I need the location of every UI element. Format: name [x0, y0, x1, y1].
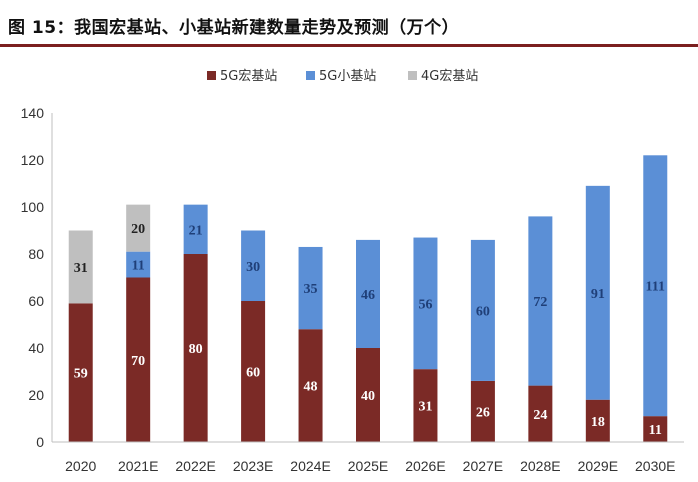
y-tick-label: 60: [28, 293, 44, 309]
data-labels: 59 31 70 11 20 80 21 60 30 48 35 40 46 31 56 26 60 24 72 18…: [74, 222, 665, 438]
bar-segment: [126, 251, 151, 278]
x-tick-label: 2027E: [463, 458, 503, 474]
data-label: 111: [646, 280, 665, 295]
x-tick-label: 2030E: [635, 458, 675, 474]
x-tick-label: 2028E: [520, 458, 560, 474]
x-tick-label: 2020: [65, 458, 96, 474]
bar-segment: [643, 155, 668, 417]
x-tick-label: 2029E: [578, 458, 618, 474]
bar-segment: [585, 185, 610, 400]
x-tick-label: 2023E: [233, 458, 273, 474]
legend-label: 5G小基站: [319, 69, 376, 84]
data-label: 72: [533, 295, 547, 310]
bar-segment: [126, 204, 151, 252]
data-label: 70: [131, 354, 145, 369]
data-label: 11: [132, 259, 145, 274]
data-label: 60: [476, 304, 490, 319]
figure-title: 图 15：我国宏基站、小基站新建数量走势及预测（万个）: [8, 18, 460, 38]
legend-swatch: [207, 71, 216, 80]
bar-segment: [528, 385, 553, 442]
data-label: 11: [649, 423, 662, 438]
y-tick-label: 0: [36, 434, 44, 450]
data-label: 59: [74, 367, 88, 382]
bar-segment: [241, 301, 266, 442]
data-label: 40: [361, 389, 375, 404]
data-label: 46: [361, 288, 375, 303]
data-label: 56: [418, 297, 432, 312]
data-label: 18: [591, 415, 605, 430]
y-tick-label: 80: [28, 246, 44, 262]
legend: 5G宏基站 5G小基站 4G宏基站: [207, 69, 478, 84]
data-label: 35: [304, 282, 318, 297]
legend-label: 5G宏基站: [220, 69, 277, 84]
data-label: 60: [246, 366, 260, 381]
bar-segment: [298, 329, 323, 442]
bar-segment: [413, 369, 438, 442]
bar-segment: [470, 239, 495, 381]
bar-segment: [183, 254, 208, 442]
bar-segment: [126, 277, 151, 442]
x-tick-label: 2021E: [118, 458, 158, 474]
title-rule: [0, 44, 698, 47]
y-tick-label: 140: [21, 105, 45, 121]
data-label: 20: [131, 222, 145, 237]
y-tick-label: 20: [28, 387, 44, 403]
data-label: 26: [476, 405, 490, 420]
bars: [68, 155, 668, 442]
bar-segment: [241, 230, 266, 301]
bar-segment: [68, 303, 93, 442]
y-tick-label: 120: [21, 152, 45, 168]
data-label: 80: [189, 342, 203, 357]
y-tick-label: 40: [28, 340, 44, 356]
bar-segment: [585, 399, 610, 442]
bar-segment: [68, 230, 93, 304]
x-tick-label: 2025E: [348, 458, 388, 474]
bar-segment: [356, 348, 380, 442]
legend-swatch: [408, 71, 417, 80]
legend-swatch: [306, 71, 315, 80]
bar-segment: [298, 246, 323, 330]
bar-segment: [643, 416, 668, 442]
x-axis: 2020 2021E 2022E 2023E 2024E 2025E 2026E 2027E 2…: [52, 441, 684, 474]
bar-segment: [528, 216, 553, 386]
y-tick-label: 100: [21, 199, 45, 215]
bar-segment: [183, 204, 208, 254]
legend-label: 4G宏基站: [421, 69, 478, 84]
data-label: 91: [591, 287, 605, 302]
x-tick-label: 2022E: [175, 458, 215, 474]
bar-segment: [470, 380, 495, 442]
data-label: 24: [533, 408, 547, 423]
x-tick-label: 2026E: [405, 458, 445, 474]
data-label: 31: [418, 400, 432, 415]
data-label: 31: [74, 261, 88, 276]
data-label: 30: [246, 260, 260, 275]
bar-segment: [413, 237, 438, 370]
data-label: 48: [304, 380, 318, 395]
y-axis: 0 20 40 60 80 100 120 140: [21, 105, 53, 450]
x-tick-label: 2024E: [290, 458, 330, 474]
data-label: 21: [189, 223, 203, 238]
bar-segment: [356, 239, 380, 348]
